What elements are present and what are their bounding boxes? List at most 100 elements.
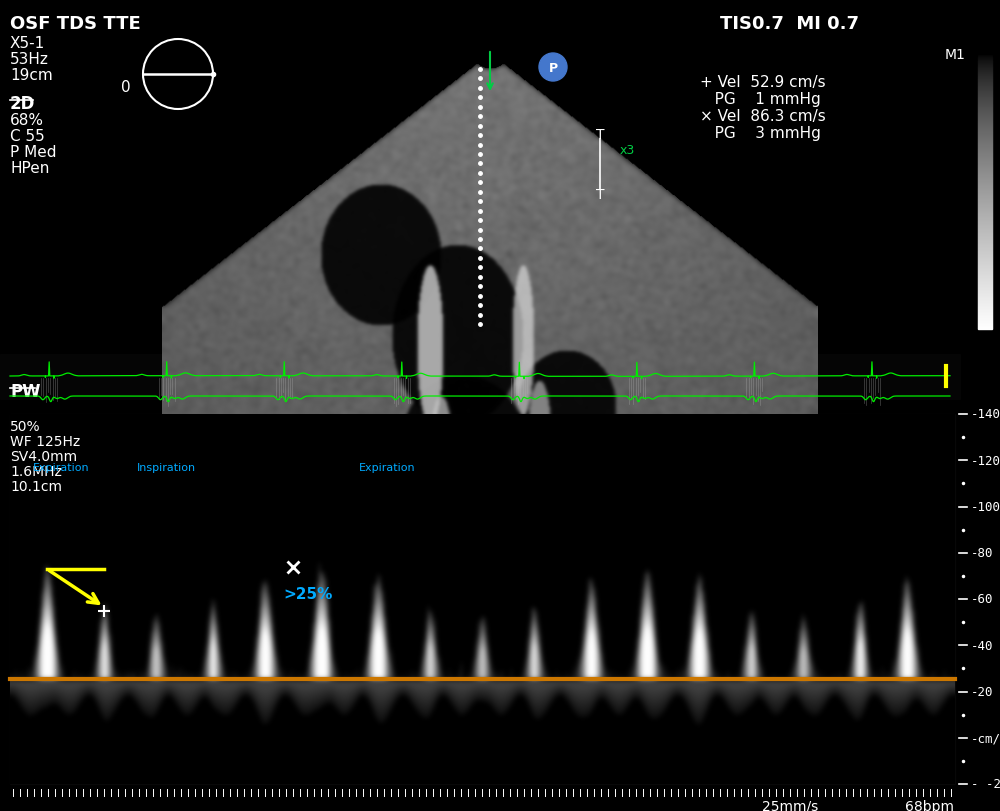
Bar <box>978 156 992 157</box>
Text: TIS0.7  MI 0.7: TIS0.7 MI 0.7 <box>720 15 859 33</box>
Bar <box>978 56 992 57</box>
Bar <box>978 273 992 275</box>
Bar <box>978 68 992 69</box>
Bar <box>978 237 992 238</box>
Bar <box>978 198 992 199</box>
Bar <box>978 303 992 305</box>
Bar <box>978 281 992 283</box>
Bar <box>978 72 992 73</box>
Bar <box>978 293 992 294</box>
Bar <box>978 305 992 306</box>
Bar <box>978 105 992 106</box>
Text: Expiration: Expiration <box>359 462 416 473</box>
Text: -140: -140 <box>971 408 1000 421</box>
Bar <box>978 174 992 175</box>
Bar <box>978 55 992 56</box>
Bar <box>978 58 992 59</box>
Bar <box>978 223 992 224</box>
Bar <box>978 204 992 206</box>
Bar <box>978 233 992 234</box>
Bar <box>978 104 992 105</box>
Bar <box>978 57 992 58</box>
Bar <box>978 286 992 288</box>
Bar <box>978 191 992 193</box>
Bar <box>978 103 992 104</box>
Bar <box>978 266 992 267</box>
Bar <box>978 197 992 198</box>
Bar <box>978 185 992 186</box>
Bar <box>978 158 992 159</box>
Bar <box>978 155 992 156</box>
Text: 19cm: 19cm <box>10 68 53 83</box>
Text: P Med: P Med <box>10 145 56 160</box>
Bar <box>978 200 992 201</box>
Bar <box>978 64 992 65</box>
Text: -20: -20 <box>971 685 994 698</box>
Bar <box>978 125 992 126</box>
Bar <box>978 87 992 88</box>
Bar <box>978 112 992 113</box>
Bar <box>978 79 992 80</box>
Bar <box>978 275 992 276</box>
Text: 53Hz: 53Hz <box>10 52 49 67</box>
Bar <box>978 232 992 233</box>
Bar <box>978 145 992 146</box>
Text: 1.6MHz: 1.6MHz <box>10 465 62 478</box>
Text: HPen: HPen <box>10 161 49 176</box>
Bar <box>978 211 992 212</box>
Bar <box>978 114 992 115</box>
Bar <box>978 271 992 272</box>
Bar <box>978 135 992 137</box>
Text: -100: -100 <box>971 500 1000 513</box>
Bar <box>978 285 992 286</box>
Bar <box>978 117 992 118</box>
Bar <box>978 81 992 82</box>
Bar <box>978 59 992 60</box>
Text: Expiration: Expiration <box>33 462 90 473</box>
Bar <box>978 284 992 285</box>
Bar <box>978 279 992 280</box>
Bar <box>978 142 992 143</box>
Bar <box>978 167 992 168</box>
Bar <box>978 129 992 130</box>
Bar <box>978 224 992 225</box>
Bar <box>978 215 992 216</box>
Bar <box>978 288 992 289</box>
Bar <box>978 214 992 215</box>
Bar <box>978 219 992 220</box>
Bar <box>978 90 992 91</box>
Bar <box>978 298 992 299</box>
Bar <box>978 146 992 147</box>
Bar <box>978 302 992 303</box>
Bar <box>978 296 992 297</box>
Bar <box>978 76 992 77</box>
Text: T: T <box>596 128 604 142</box>
Bar <box>978 173 992 174</box>
Bar <box>978 216 992 217</box>
Bar <box>978 247 992 249</box>
Bar <box>978 98 992 99</box>
Bar <box>978 276 992 277</box>
Bar <box>978 283 992 284</box>
Bar <box>978 292 992 293</box>
Bar <box>978 194 992 195</box>
Bar <box>978 119 992 120</box>
Bar <box>978 172 992 173</box>
Text: 25mm/s: 25mm/s <box>762 799 818 811</box>
Bar <box>978 73 992 74</box>
Bar <box>978 312 992 314</box>
Bar <box>978 118 992 119</box>
Bar <box>978 93 992 94</box>
Bar <box>978 324 992 325</box>
Bar <box>978 316 992 318</box>
Bar <box>978 63 992 64</box>
Bar <box>978 294 992 296</box>
Bar <box>978 162 992 163</box>
Text: × Vel  86.3 cm/s: × Vel 86.3 cm/s <box>700 109 826 124</box>
Bar <box>978 126 992 127</box>
Bar <box>978 84 992 85</box>
Bar <box>978 206 992 207</box>
Bar <box>978 221 992 223</box>
Bar <box>978 121 992 122</box>
Text: WF 125Hz: WF 125Hz <box>10 435 80 448</box>
